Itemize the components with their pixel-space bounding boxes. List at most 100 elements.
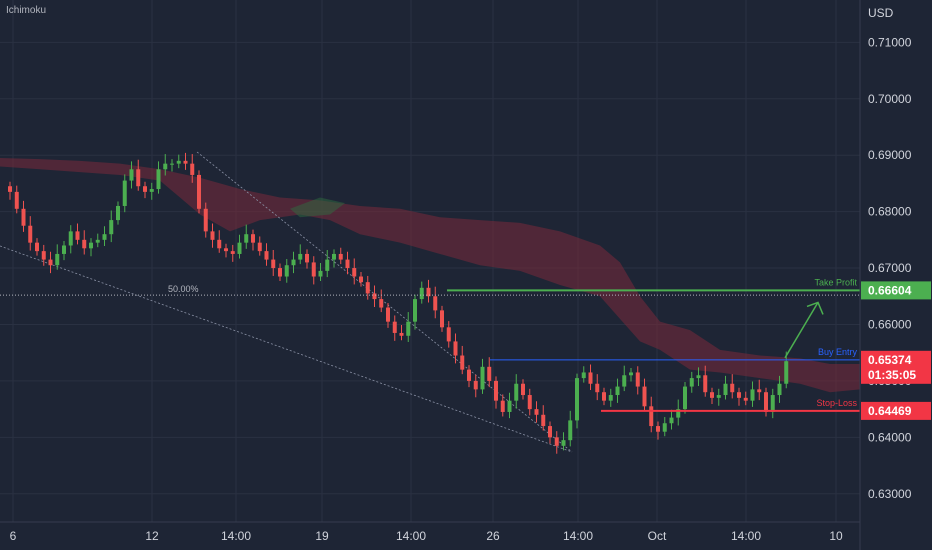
candle <box>716 388 721 406</box>
candle <box>419 281 424 304</box>
candle <box>392 315 397 341</box>
candle-body <box>656 426 660 432</box>
candle-body <box>170 163 174 165</box>
candle <box>629 367 633 382</box>
candle-body <box>622 375 627 387</box>
candle-body <box>568 420 573 441</box>
candle-body <box>602 392 606 401</box>
candle-body <box>716 395 721 398</box>
candle-body <box>689 378 694 387</box>
candle-body <box>190 163 195 175</box>
candle-body <box>649 406 654 427</box>
candle-body <box>473 380 478 390</box>
candle <box>75 223 80 245</box>
candle-body <box>764 392 768 412</box>
candle <box>345 251 350 275</box>
candle-body <box>710 392 714 398</box>
candle <box>68 225 73 254</box>
x-tick-label: 12 <box>145 529 159 543</box>
candle <box>156 161 161 194</box>
candle-body <box>116 205 120 221</box>
candle <box>635 366 640 395</box>
candle-body <box>372 293 377 300</box>
candle-body <box>197 174 201 209</box>
indicator-label[interactable]: Ichimoku <box>6 5 47 16</box>
candle <box>129 161 134 189</box>
candle <box>784 351 789 389</box>
candle-body <box>109 220 114 235</box>
candle <box>8 181 12 200</box>
candle <box>264 243 269 266</box>
candle-body <box>325 259 330 271</box>
candle-body <box>318 270 323 277</box>
y-tick-label: 0.67000 <box>868 261 912 275</box>
candle <box>55 244 60 270</box>
candle-body <box>629 372 633 376</box>
candle-body <box>62 245 66 254</box>
candle <box>62 240 66 261</box>
candle <box>723 375 728 400</box>
trendline-lower[interactable] <box>0 245 573 453</box>
candle-body <box>595 383 600 393</box>
x-tick-label: 19 <box>315 529 329 543</box>
candles <box>8 152 789 454</box>
candle <box>176 154 181 169</box>
x-tick-label: Oct <box>648 529 667 543</box>
candle <box>730 374 735 399</box>
candle <box>379 289 384 313</box>
stop-loss-badge <box>861 401 931 420</box>
candle-body <box>183 160 188 164</box>
candle <box>284 259 289 283</box>
candle <box>217 230 222 253</box>
candle <box>426 279 431 303</box>
candle-body <box>635 372 640 387</box>
candle <box>527 388 532 416</box>
candle-body <box>507 400 512 412</box>
candle <box>548 421 552 444</box>
candle-body <box>433 296 438 311</box>
candle <box>298 244 303 265</box>
candle-body <box>129 169 134 181</box>
candle <box>170 159 174 172</box>
candle <box>332 249 336 268</box>
candle <box>203 202 208 238</box>
x-tick-label: 14:00 <box>221 529 251 543</box>
candle-body <box>224 248 228 252</box>
candle <box>143 181 147 199</box>
candle-body <box>203 208 208 232</box>
x-tick-label: 14:00 <box>396 529 426 543</box>
price-axis-bg[interactable] <box>860 0 932 550</box>
candle-body <box>494 380 498 401</box>
candle-body <box>176 160 181 164</box>
candle <box>14 185 19 214</box>
price-axis: USD 0.71000 0.70000 0.69000 0.68000 0.67000 0.… <box>859 0 932 550</box>
grid <box>0 0 860 522</box>
candle-body <box>48 259 53 266</box>
x-tick-label: 10 <box>829 529 843 543</box>
currency-label: USD <box>868 6 894 20</box>
candle-body <box>298 253 303 260</box>
candle-body <box>28 225 33 243</box>
candle <box>480 358 485 394</box>
y-tick-label: 0.66000 <box>868 317 912 331</box>
candle-body <box>237 242 242 254</box>
y-tick-label: 0.63000 <box>868 487 912 501</box>
candle-body <box>487 366 492 381</box>
candle <box>102 226 107 247</box>
candle <box>149 182 154 200</box>
candle <box>109 210 114 243</box>
candle <box>224 243 228 258</box>
take-profit-badge-text: 0.66604 <box>868 283 912 297</box>
candle <box>28 216 33 251</box>
candle-body <box>467 369 471 381</box>
candle-body <box>399 332 404 336</box>
x-tick-label: 26 <box>486 529 500 543</box>
candle <box>433 286 438 319</box>
candle <box>237 234 242 259</box>
candle-body <box>662 423 667 432</box>
candle-body <box>386 307 390 322</box>
candle-body <box>440 310 444 328</box>
candle-body <box>575 378 579 421</box>
